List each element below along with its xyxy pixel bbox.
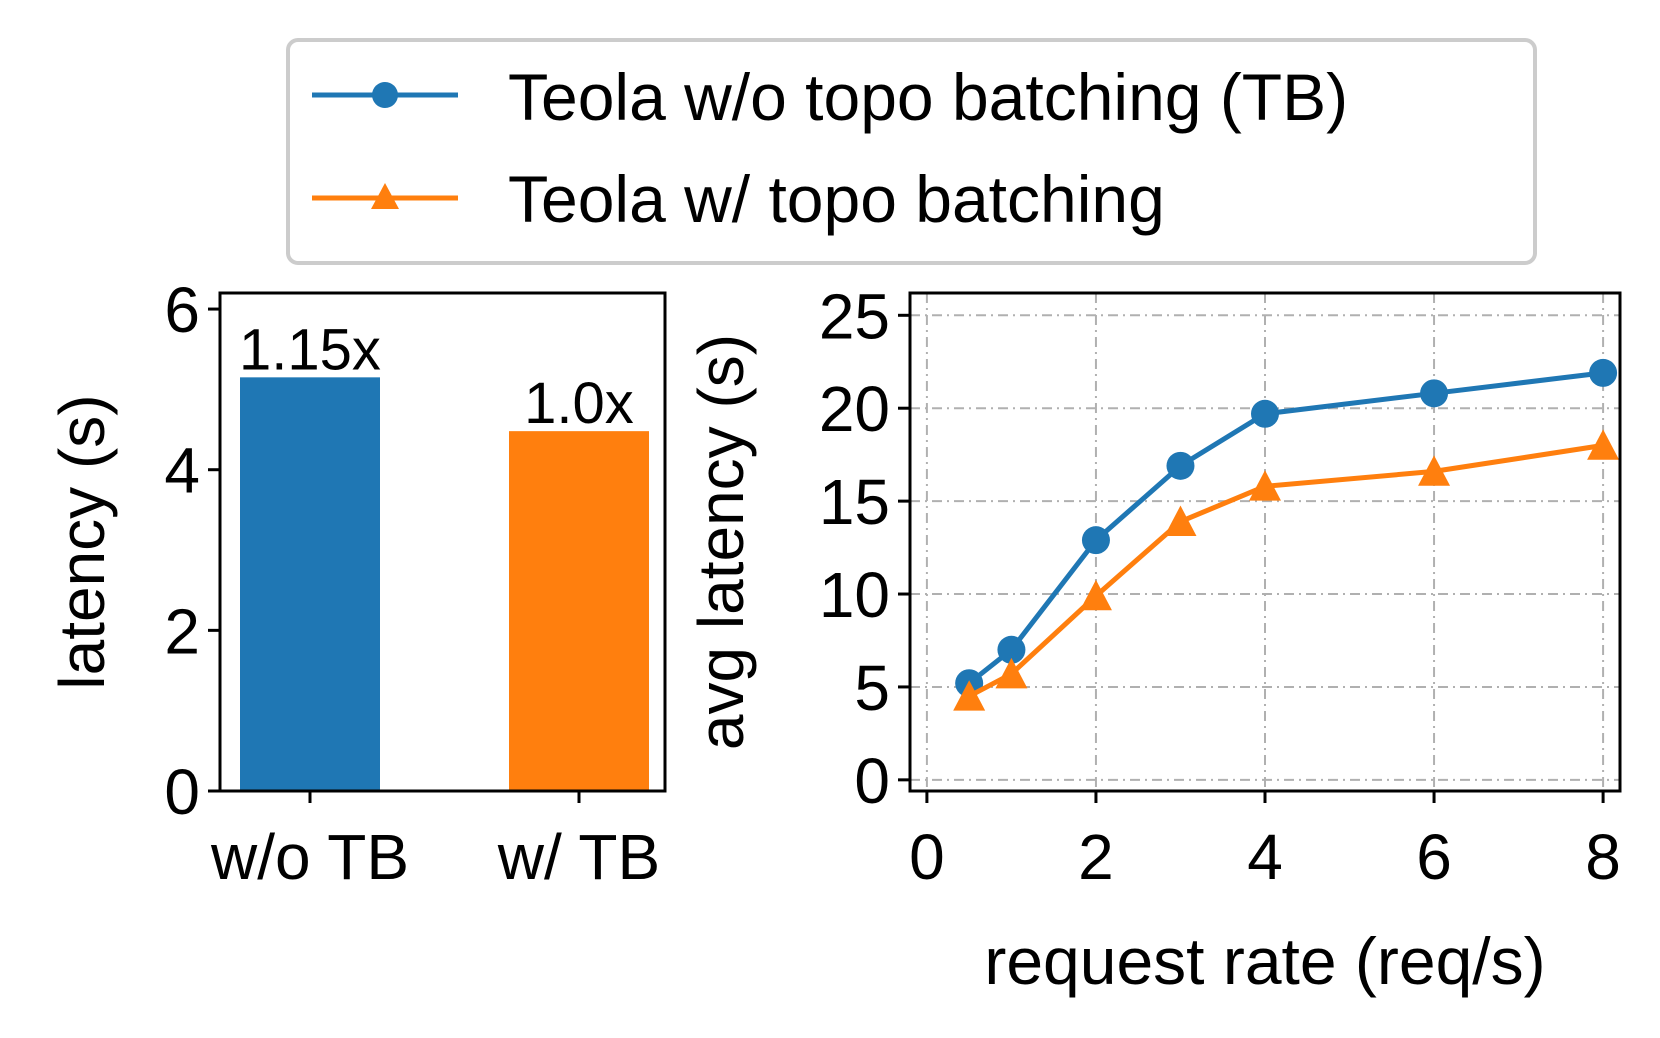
- bar-xtick-label-1: w/o TB: [210, 821, 409, 893]
- bar-1: [240, 377, 380, 791]
- series-2-point-4: [1164, 505, 1197, 536]
- line-chart-series: [953, 358, 1620, 711]
- line-xtick-label-2: 2: [1078, 821, 1114, 893]
- line-chart-yticks: 0 5 10 15 20 25: [819, 280, 910, 817]
- line-ytick-label-2: 5: [854, 652, 890, 724]
- line-chart-frame: [908, 291, 1622, 793]
- bar-chart-ylabel: latency (s): [46, 394, 118, 689]
- line-chart: 0 5 10 15 20 25 0 2 4 6 8 avg latency (s) request…: [685, 280, 1622, 998]
- line-ytick-label-4: 15: [819, 466, 890, 538]
- series-line-2: [968, 442, 1604, 699]
- series-1-point-2: [997, 635, 1026, 664]
- series-2-point-1: [953, 680, 986, 711]
- line-ytick-label-3: 10: [819, 559, 890, 631]
- bar-ytick-label-1: 0: [164, 756, 200, 828]
- bar-chart: 1.15x 1.0x 0 2 4 6 w/o TB w/ TB latency (s): [46, 274, 667, 893]
- bar-data-label-1: 1.15x: [239, 317, 381, 382]
- series-2-point-7: [1587, 429, 1620, 460]
- bar-xtick-label-2: w/ TB: [497, 821, 660, 893]
- series-2-point-6: [1418, 455, 1451, 486]
- bar-chart-frame: [218, 291, 667, 793]
- legend: Teola w/o topo batching (TB) Teola w/ to…: [286, 38, 1537, 265]
- legend-label-series-2: Teola w/ topo batching: [508, 162, 1165, 236]
- series-1-point-6: [1420, 379, 1449, 408]
- line-chart-ylabel: avg latency (s): [685, 334, 757, 750]
- series-2-point-2: [995, 657, 1028, 689]
- legend-label-series-1: Teola w/o topo batching (TB): [508, 60, 1348, 134]
- series-line-1: [967, 370, 1604, 686]
- legend-frame: [286, 38, 1537, 265]
- legend-triangle-marker: [371, 183, 399, 209]
- line-xtick-label-1: 0: [909, 821, 945, 893]
- bar-ytick-label-2: 2: [164, 595, 200, 667]
- series-1-point-3: [1081, 526, 1110, 555]
- line-xtick-label-4: 6: [1416, 821, 1452, 893]
- line-chart-xticks: 0 2 4 6 8: [909, 791, 1621, 893]
- legend-entry-series-2: Teola w/ topo batching: [312, 162, 1165, 236]
- line-ytick-label-6: 25: [819, 280, 890, 352]
- bar-ytick-label-4: 6: [164, 274, 200, 346]
- series-1-point-5: [1251, 399, 1279, 428]
- bar-chart-xticks: w/o TB w/ TB: [210, 791, 660, 893]
- bar-data-label-2: 1.0x: [524, 371, 634, 436]
- series-2-point-5: [1249, 470, 1281, 501]
- line-chart-xlabel: request rate (req/s): [984, 924, 1545, 998]
- series-1-point-4: [1166, 451, 1195, 480]
- bar-2: [509, 431, 649, 791]
- legend-entry-series-1: Teola w/o topo batching (TB): [312, 60, 1348, 134]
- line-ytick-label-1: 0: [854, 745, 890, 817]
- series-2-point-3: [1079, 579, 1112, 611]
- legend-circle-marker: [372, 82, 398, 108]
- line-xtick-label-3: 4: [1247, 821, 1283, 893]
- bar-ytick-label-3: 4: [164, 435, 200, 507]
- line-ytick-label-5: 20: [819, 373, 890, 445]
- line-chart-grid: [910, 293, 1620, 791]
- line-xtick-label-5: 8: [1585, 821, 1621, 893]
- series-1-point-7: [1589, 358, 1618, 387]
- bar-chart-bars: 1.15x 1.0x: [239, 317, 649, 791]
- bar-chart-yticks: 0 2 4 6: [164, 274, 220, 828]
